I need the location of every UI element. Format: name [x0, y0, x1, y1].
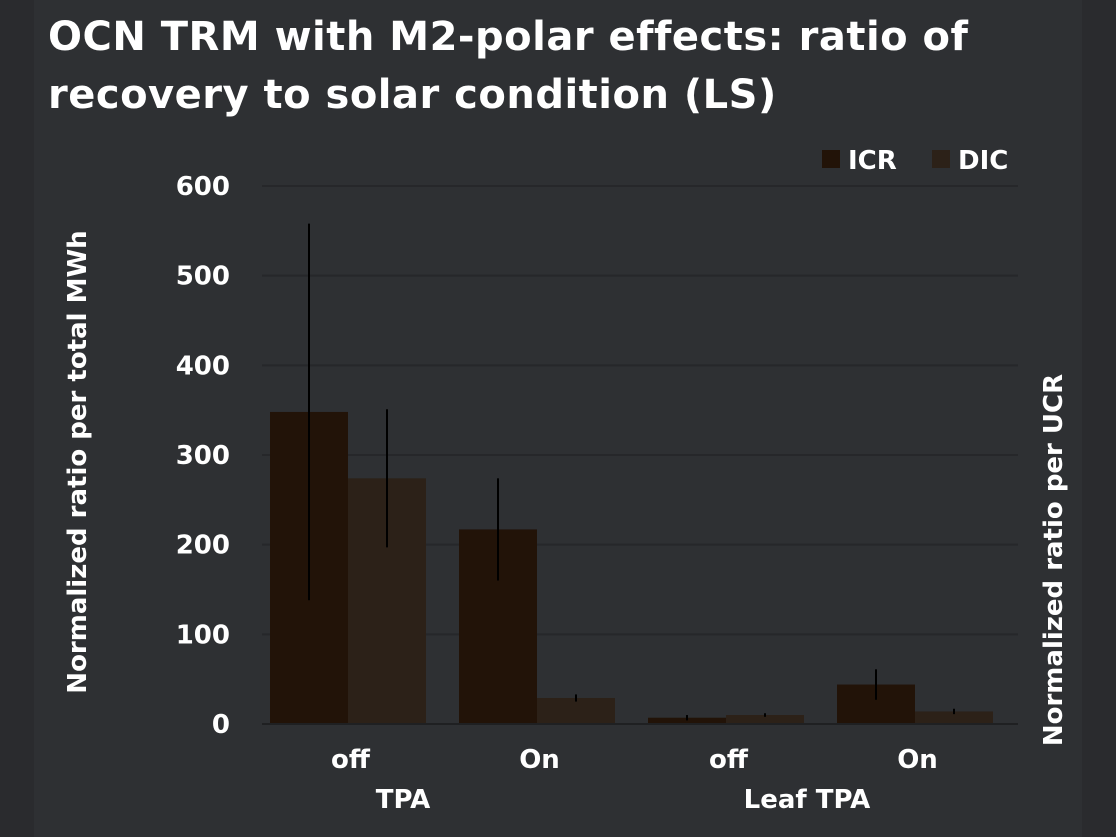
y-tick-label: 100	[176, 620, 230, 650]
group-label: TPA	[376, 785, 431, 815]
y-tick-label: 300	[176, 441, 230, 471]
chart-title: OCN TRM with M2-polar effects: ratio of …	[48, 14, 969, 118]
y-tick-label: 500	[176, 262, 230, 292]
y-tick-label: 200	[176, 531, 230, 561]
y-tick-label: 0	[212, 710, 230, 740]
legend-swatch	[932, 150, 950, 168]
bar	[915, 711, 993, 724]
y-tick-label: 400	[176, 351, 230, 381]
legend-label: DIC	[958, 146, 1008, 176]
y-tick-label: 600	[176, 172, 230, 202]
right-axis-label: Normalized ratio per UCR	[1039, 374, 1069, 746]
y-axis-label: Normalized ratio per total MWh	[63, 230, 93, 693]
bar	[537, 697, 615, 724]
group-label: Leaf TPA	[744, 785, 871, 815]
x-tick-label: off	[709, 745, 749, 775]
legend-swatch	[822, 150, 840, 168]
bar	[726, 715, 804, 724]
x-tick-label: On	[519, 745, 560, 775]
x-tick-label: On	[897, 745, 938, 775]
legend-label: ICR	[848, 146, 897, 176]
x-tick-label: off	[331, 745, 371, 775]
bar	[648, 717, 726, 724]
